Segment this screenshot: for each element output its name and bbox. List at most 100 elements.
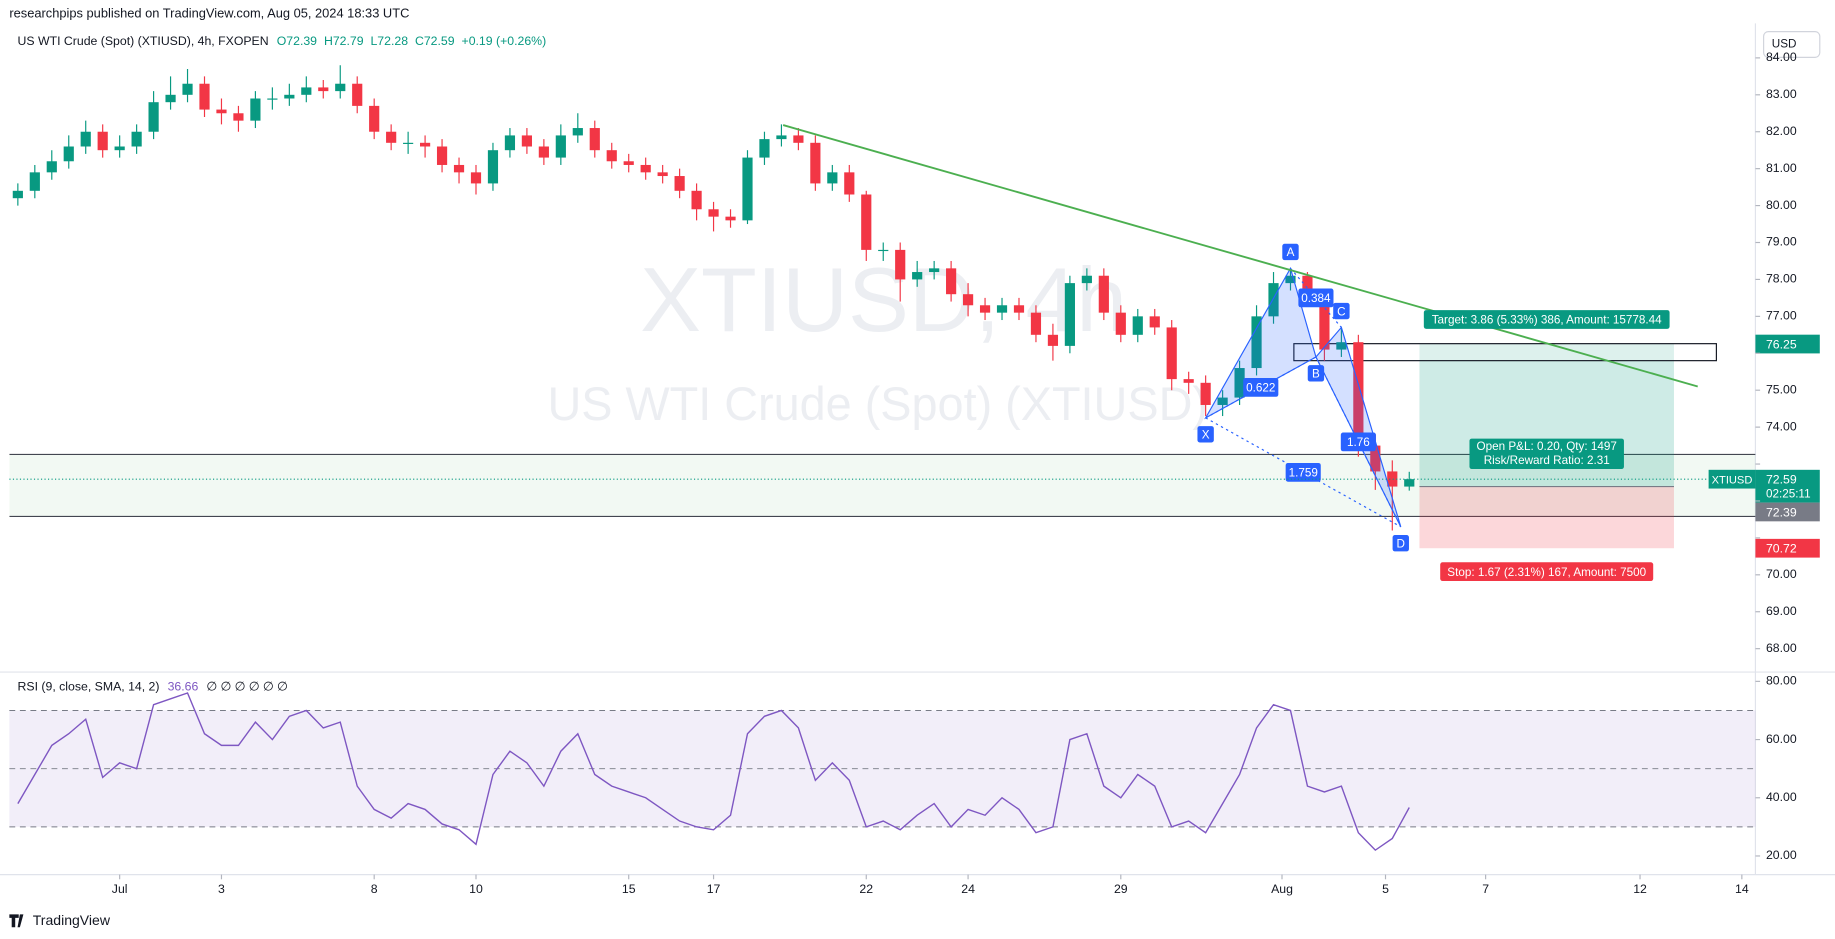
candle-body [623,161,634,165]
candle-body [742,157,753,221]
candle-body [895,249,906,280]
ohlc-open: O72.39 [277,34,317,48]
pattern-ratio-label: 0.622 [1246,382,1275,395]
pattern-point-badge [1197,426,1214,443]
candle-body [284,94,295,99]
candle-body [962,294,974,306]
y-tick-label: 68.00 [1766,641,1797,655]
rsi-tick-label: 40.00 [1766,790,1797,804]
x-tick-label: 10 [469,882,483,896]
candle-body [80,131,91,147]
candle-body [403,142,414,144]
candle-body [1302,275,1313,298]
candle-body [691,190,702,210]
candle-body [267,98,278,100]
x-tick-label: Aug [1271,882,1293,896]
candle-body [793,135,804,143]
pattern-ratio-badge [1285,462,1321,482]
y-tick-label: 84.00 [1766,50,1797,64]
countdown: 02:25:11 [1766,487,1811,500]
y-tick-label: 75.00 [1766,382,1797,396]
candle-body [1166,327,1177,380]
x-tick-label: 15 [622,882,636,896]
pattern-point-badge [1282,243,1299,261]
y-tick-label: 74.00 [1766,419,1797,433]
candle-body [453,164,465,173]
y-tick-label: 80.00 [1766,198,1797,212]
price-label: 72.59 [1766,473,1797,487]
position-pnl-bg [1469,438,1624,470]
symbol-tag-bg [1708,469,1756,489]
pattern-ratio-label: 1.759 [1289,467,1318,480]
rsi-line [17,692,1410,852]
x-tick-label: 22 [859,882,873,896]
ohlc-change: +0.19 (+0.26%) [462,34,547,48]
candle-body [1064,283,1075,346]
candle-body [1234,368,1245,398]
rsi-tick-label: 80.00 [1766,674,1797,688]
price-label: 70.72 [1766,542,1797,556]
candle-body [929,268,940,273]
candle-body [436,146,448,165]
candle-body [1098,275,1109,313]
watermark-name: US WTI Crude (Spot) (XTIUSD) [547,378,1208,430]
y-tick-label: 81.00 [1766,161,1797,175]
candle-body [1081,275,1092,284]
candle-body [827,172,838,184]
candle-body [1132,316,1143,335]
candle-body [759,139,770,158]
candle-body [1030,312,1042,335]
x-tick-label: Jul [112,882,128,896]
candle-body [1319,297,1330,350]
logo-text: TradingView [33,912,111,928]
price-label-bg [1755,334,1820,354]
x-tick-label: 3 [218,882,225,896]
candle-body [97,131,108,151]
candle-body [589,128,600,151]
candle-body [776,135,787,140]
candle-body [1183,379,1194,383]
currency: USD [1772,38,1797,51]
candle-body [1370,445,1381,472]
pattern-point-badge [1307,365,1325,382]
candle-body [1387,471,1398,487]
symbol-line: US WTI Crude (Spot) (XTIUSD), 4h, FXOPEN… [18,34,547,48]
x-tick-label: 5 [1382,882,1389,896]
ohlc-low: L72.28 [370,34,408,48]
candle-body [844,172,855,195]
candle-body [725,216,736,221]
rsi-last: 36.66 [168,680,199,694]
rsi-placeholders: ∅ ∅ ∅ ∅ ∅ ∅ [206,680,287,694]
pattern-point-label: B [1312,368,1320,381]
currency-button[interactable] [1763,31,1821,58]
candle-body [318,87,329,92]
candle-body [538,146,549,158]
price-label-bg [1755,502,1820,522]
pattern-point-badge [1392,535,1409,552]
candle-body [470,172,482,184]
candle-body [861,194,872,250]
pattern-ratio-label: 1.76 [1347,436,1370,449]
candle-body [250,98,261,121]
stop-zone [1419,486,1674,549]
position-rr: Risk/Reward Ratio: 2.31 [1484,454,1610,467]
y-tick-label: 82.00 [1766,124,1797,138]
x-tick-label: 17 [707,882,721,896]
candle-body [912,272,923,280]
candle-body [504,135,516,151]
x-tick-label: 14 [1735,882,1749,896]
candle-body [301,87,312,95]
candle-body [1285,275,1296,284]
pattern-point-badge [1333,302,1350,320]
symbol-title: US WTI Crude (Spot) (XTIUSD), 4h, FXOPEN [18,34,269,48]
y-tick-label: 69.00 [1766,604,1797,618]
candle-body [640,164,651,173]
candle-body [233,113,244,121]
candle-body [63,146,74,162]
position-label-bg [1423,310,1670,329]
x-tick-label: 7 [1482,882,1489,896]
rsi-title: RSI (9, close, SMA, 14, 2) [18,680,160,694]
